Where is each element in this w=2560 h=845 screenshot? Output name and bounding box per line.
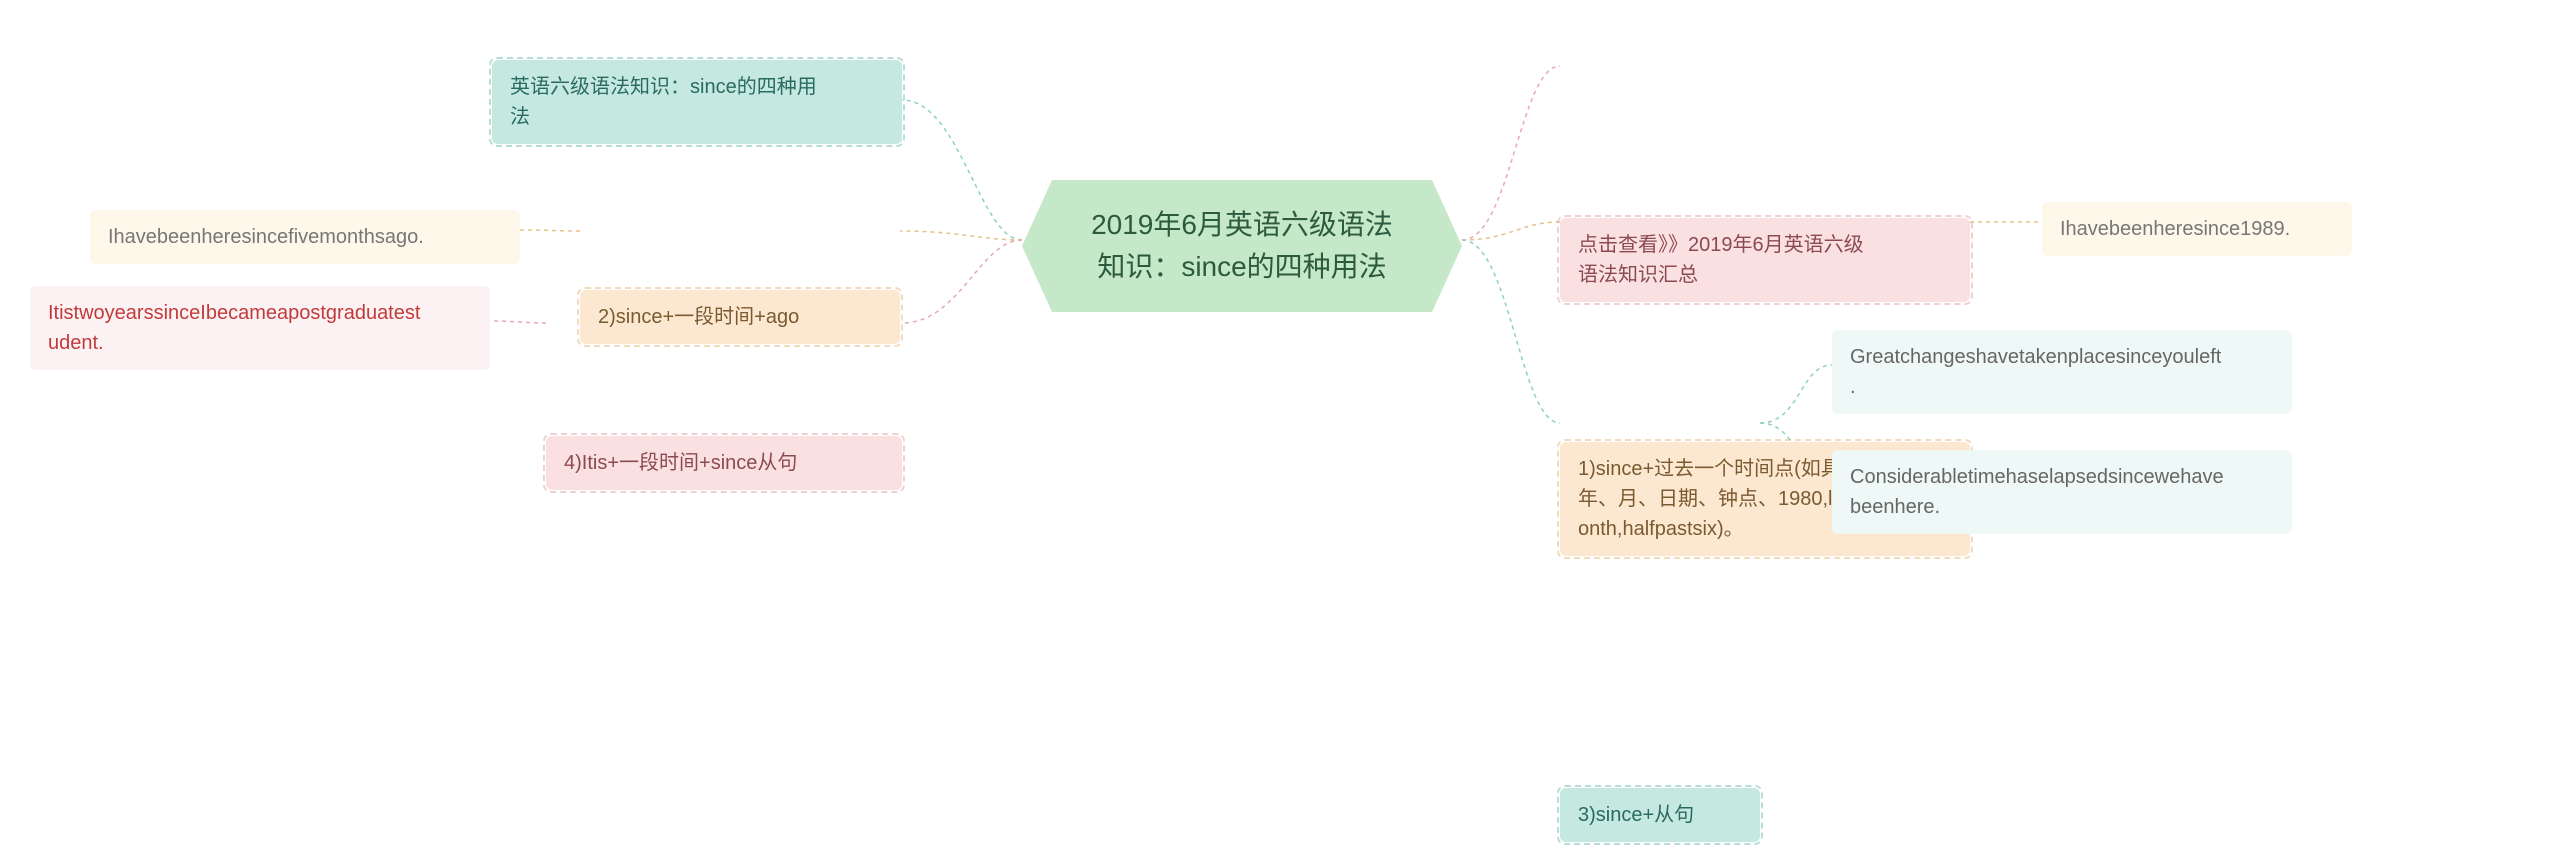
right-node-usage1-example: Ihavebeenheresince1989. xyxy=(2042,202,2352,256)
right-node-usage3-example-b: Considerabletimehaselapsedsincewehave be… xyxy=(1832,450,2292,534)
left-node-usage4: 4)Itis+一段时间+since从句 xyxy=(546,436,902,490)
left-node-usage4-example: ItistwoyearssinceIbecameapostgraduatest … xyxy=(30,286,490,370)
left-node-usage2: 2)since+一段时间+ago xyxy=(580,290,900,344)
text-line2: beenhere. xyxy=(1850,496,1940,518)
center-node: 2019年6月英语六级语法 知识：since的四种用法 xyxy=(1022,180,1462,312)
text-line1: Considerabletimehaselapsedsincewehave xyxy=(1850,466,2224,488)
right-node-usage3: 3)since+从句 xyxy=(1560,788,1760,842)
left-node-usage2-example: Ihavebeenheresincefivemonthsago. xyxy=(90,210,520,264)
center-line1: 2019年6月英语六级语法 xyxy=(1091,209,1393,240)
text-line3: onth,halfpastsix)。 xyxy=(1578,518,1744,540)
text: Ihavebeenheresince1989. xyxy=(2060,218,2290,240)
text-line1: 英语六级语法知识：since的四种用 xyxy=(510,76,817,98)
text-line1: Greatchangeshavetakenplacesinceyouleft xyxy=(1850,346,2221,368)
text-line2: 法 xyxy=(510,106,530,128)
center-line2: 知识：since的四种用法 xyxy=(1097,251,1386,282)
text: 2)since+一段时间+ago xyxy=(598,306,799,328)
text: 3)since+从句 xyxy=(1578,804,1694,826)
right-node-usage3-example-a: Greatchangeshavetakenplacesinceyouleft . xyxy=(1832,330,2292,414)
text-line2: . xyxy=(1850,376,1856,398)
right-node-link: 点击查看》》2019年6月英语六级 语法知识汇总 xyxy=(1560,218,1970,302)
text-line1: 点击查看》》2019年6月英语六级 xyxy=(1578,234,1864,256)
left-node-grammar-title: 英语六级语法知识：since的四种用 法 xyxy=(492,60,902,144)
text-line2: 语法知识汇总 xyxy=(1578,264,1698,286)
text: Ihavebeenheresincefivemonthsago. xyxy=(108,226,424,248)
text-line1: ItistwoyearssinceIbecameapostgraduatest xyxy=(48,302,420,324)
text-line2: udent. xyxy=(48,332,104,354)
text: 4)Itis+一段时间+since从句 xyxy=(564,452,797,474)
